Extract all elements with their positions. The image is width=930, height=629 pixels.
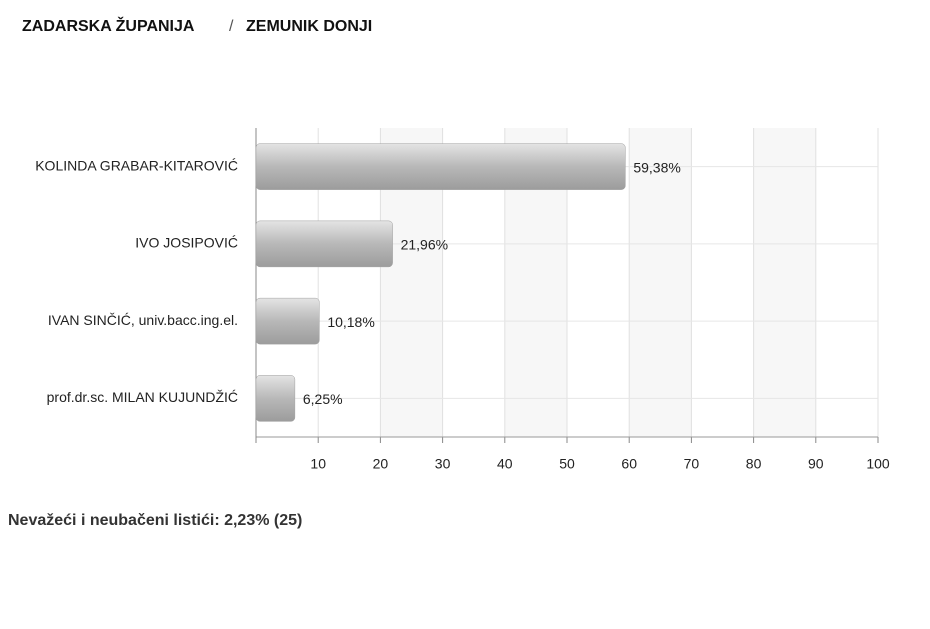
place-title: ZEMUNIK DONJI: [246, 18, 372, 35]
x-tick-label: 100: [866, 456, 890, 472]
x-tick-label: 80: [746, 456, 762, 472]
x-tick-label: 10: [310, 456, 326, 472]
footer-note: Nevažeći i neubačeni listići: 2,23% (25): [8, 512, 302, 529]
chart: 10 20 30 40 50 60 70 80 90 100 KOLINDA GRABAR-KITA…: [35, 128, 890, 472]
x-tick-label: 60: [621, 456, 637, 472]
value-label: 59,38%: [633, 159, 680, 175]
grid-band: [629, 128, 692, 437]
bar: [255, 375, 296, 422]
value-label: 21,96%: [401, 237, 448, 253]
bar: [255, 143, 626, 190]
separator: /: [229, 18, 234, 35]
x-tick-label: 90: [808, 456, 824, 472]
x-tick-label: 20: [373, 456, 389, 472]
grid-band: [753, 128, 816, 437]
y-tick-label: KOLINDA GRABAR-KITAROVIĆ: [35, 157, 238, 173]
y-tick-label: IVO JOSIPOVIĆ: [135, 235, 238, 251]
value-label: 6,25%: [303, 391, 343, 407]
region-title: ZADARSKA ŽUPANIJA: [22, 16, 195, 35]
x-tick-label: 30: [435, 456, 451, 472]
x-tick-label: 50: [559, 456, 575, 472]
x-tick-label: 40: [497, 456, 513, 472]
bar: [255, 297, 320, 345]
y-tick-label: IVAN SINČIĆ, univ.bacc.ing.el.: [48, 312, 238, 328]
x-tick-label: 70: [684, 456, 700, 472]
y-tick-label: prof.dr.sc. MILAN KUJUNDŽIĆ: [47, 389, 238, 405]
value-label: 10,18%: [327, 314, 374, 330]
bar: [255, 220, 393, 268]
